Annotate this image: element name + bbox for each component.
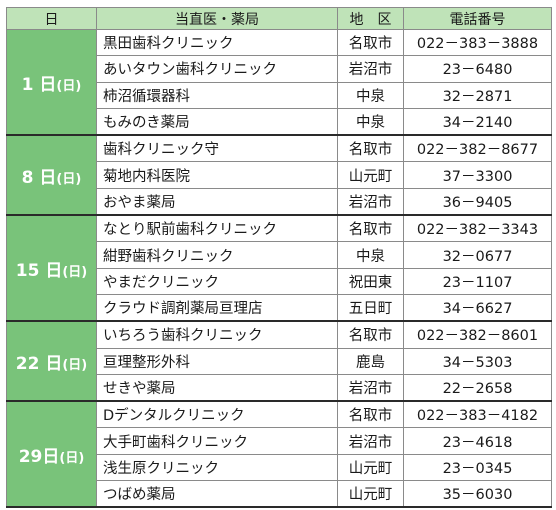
day-number: 15 日 [15,260,63,281]
phone-number: 32－0677 [403,241,552,269]
area-name: 名取市 [337,134,404,163]
area-name: 中泉 [337,241,404,269]
table-row: 亘理整形外科 鹿島 34－5303 [7,347,552,375]
table-row: あいタウン歯科クリニック 岩沼市 23－6480 [7,55,552,83]
facility-name: 黒田歯科クリニック [96,28,338,57]
facility-name: 歯科クリニック守 [96,134,338,163]
header-phone: 電話番号 [403,7,552,30]
table-row: おやま薬局 岩沼市 36－9405 [7,187,552,217]
table-row: 29日(日) Dデンタルクリニック 名取市 022－383－4182 [6,400,552,509]
area-name: 岩沼市 [337,55,404,83]
day-cell: 22 日(日) [6,320,97,403]
area-name: 山元町 [337,480,404,509]
area-name: 山元町 [337,453,404,482]
table-row: つばめ薬局 山元町 35－6030 [7,480,552,509]
area-name: 五日町 [337,293,404,323]
day-number: 29日 [18,446,60,467]
phone-number: 022－383－4182 [403,400,552,429]
area-name: 名取市 [337,28,404,57]
weekday-label: (日) [56,171,82,187]
day-number: 1 日 [21,74,57,95]
facility-name: せきや薬局 [96,373,338,403]
table-row: やまだクリニック 祝田東 23－1107 [7,267,552,295]
phone-number: 23－1107 [403,267,552,295]
table-row: 大手町歯科クリニック 岩沼市 23－4618 [7,427,552,455]
facility-name: つばめ薬局 [96,480,338,509]
header-area: 地 区 [337,7,404,30]
facility-name: クラウド調剤薬局亘理店 [96,293,338,323]
day-cell: 29日(日) [6,400,97,509]
table-row: 22 日(日) いちろう歯科クリニック 名取市 022－382－8601 [6,320,552,403]
header-row: 日 当直医・薬局 地 区 電話番号 [6,7,552,30]
facility-name: やまだクリニック [96,267,338,295]
header-facility: 当直医・薬局 [96,7,338,30]
area-name: 中泉 [337,81,404,109]
facility-name: 紺野歯科クリニック [96,241,338,269]
table-row: 浅生原クリニック 山元町 23－0345 [7,453,552,482]
weekday-label: (日) [62,357,88,373]
area-name: 名取市 [337,320,404,349]
table-row: クラウド調剤薬局亘理店 五日町 34－6627 [7,293,552,323]
area-name: 鹿島 [337,347,404,375]
area-name: 名取市 [337,214,404,243]
area-name: 岩沼市 [337,187,404,217]
phone-number: 32－2871 [403,81,552,109]
phone-number: 022－382－3343 [403,214,552,243]
facility-name: なとり駅前歯科クリニック [96,214,338,243]
phone-number: 34－5303 [403,347,552,375]
area-name: 祝田東 [337,267,404,295]
phone-number: 23－6480 [403,55,552,83]
phone-number: 35－6030 [403,480,552,509]
weekday-label: (日) [62,264,88,280]
facility-name: 大手町歯科クリニック [96,427,338,455]
area-name: 名取市 [337,400,404,429]
facility-name: Dデンタルクリニック [96,400,338,429]
table-row: 柿沼循環器科 中泉 32－2871 [7,81,552,109]
table-row: もみのき薬局 中泉 34－2140 [7,107,552,137]
table-row: 菊地内科医院 山元町 37－3300 [7,161,552,189]
facility-name: あいタウン歯科クリニック [96,55,338,83]
weekday-label: (日) [56,78,82,94]
phone-number: 22－2658 [403,373,552,403]
day-cell: 15 日(日) [6,214,97,323]
facility-name: 亘理整形外科 [96,347,338,375]
facility-name: いちろう歯科クリニック [96,320,338,349]
table-row: せきや薬局 岩沼市 22－2658 [7,373,552,403]
area-name: 岩沼市 [337,373,404,403]
phone-number: 23－0345 [403,453,552,482]
duty-schedule-table: 日 当直医・薬局 地 区 電話番号 1 日(日) 黒田歯科クリニック 名取市 022－… [6,7,552,509]
table-row: 紺野歯科クリニック 中泉 32－0677 [7,241,552,269]
table-body: 1 日(日) 黒田歯科クリニック 名取市 022－383－3888 あいタウン歯科クリニ… [6,28,552,509]
area-name: 中泉 [337,107,404,137]
day-number: 8 日 [21,167,57,188]
phone-number: 23－4618 [403,427,552,455]
facility-name: もみのき薬局 [96,107,338,137]
table-row: 15 日(日) なとり駅前歯科クリニック 名取市 022－382－3343 [6,214,552,323]
table-row: 8 日(日) 歯科クリニック守 名取市 022－382－8677 [6,134,552,217]
phone-number: 34－2140 [403,107,552,137]
facility-name: おやま薬局 [96,187,338,217]
weekday-label: (日) [59,450,85,466]
table-row: 1 日(日) 黒田歯科クリニック 名取市 022－383－3888 [6,28,552,137]
header-day: 日 [6,7,97,30]
day-number: 22 日 [15,353,63,374]
phone-number: 37－3300 [403,161,552,189]
phone-number: 022－382－8677 [403,134,552,163]
area-name: 岩沼市 [337,427,404,455]
day-cell: 1 日(日) [6,29,97,137]
phone-number: 36－9405 [403,187,552,217]
facility-name: 菊地内科医院 [96,161,338,189]
area-name: 山元町 [337,161,404,189]
facility-name: 柿沼循環器科 [96,81,338,109]
phone-number: 022－383－3888 [403,28,552,57]
facility-name: 浅生原クリニック [96,453,338,482]
phone-number: 022－382－8601 [403,320,552,349]
day-cell: 8 日(日) [6,134,97,217]
phone-number: 34－6627 [403,293,552,323]
